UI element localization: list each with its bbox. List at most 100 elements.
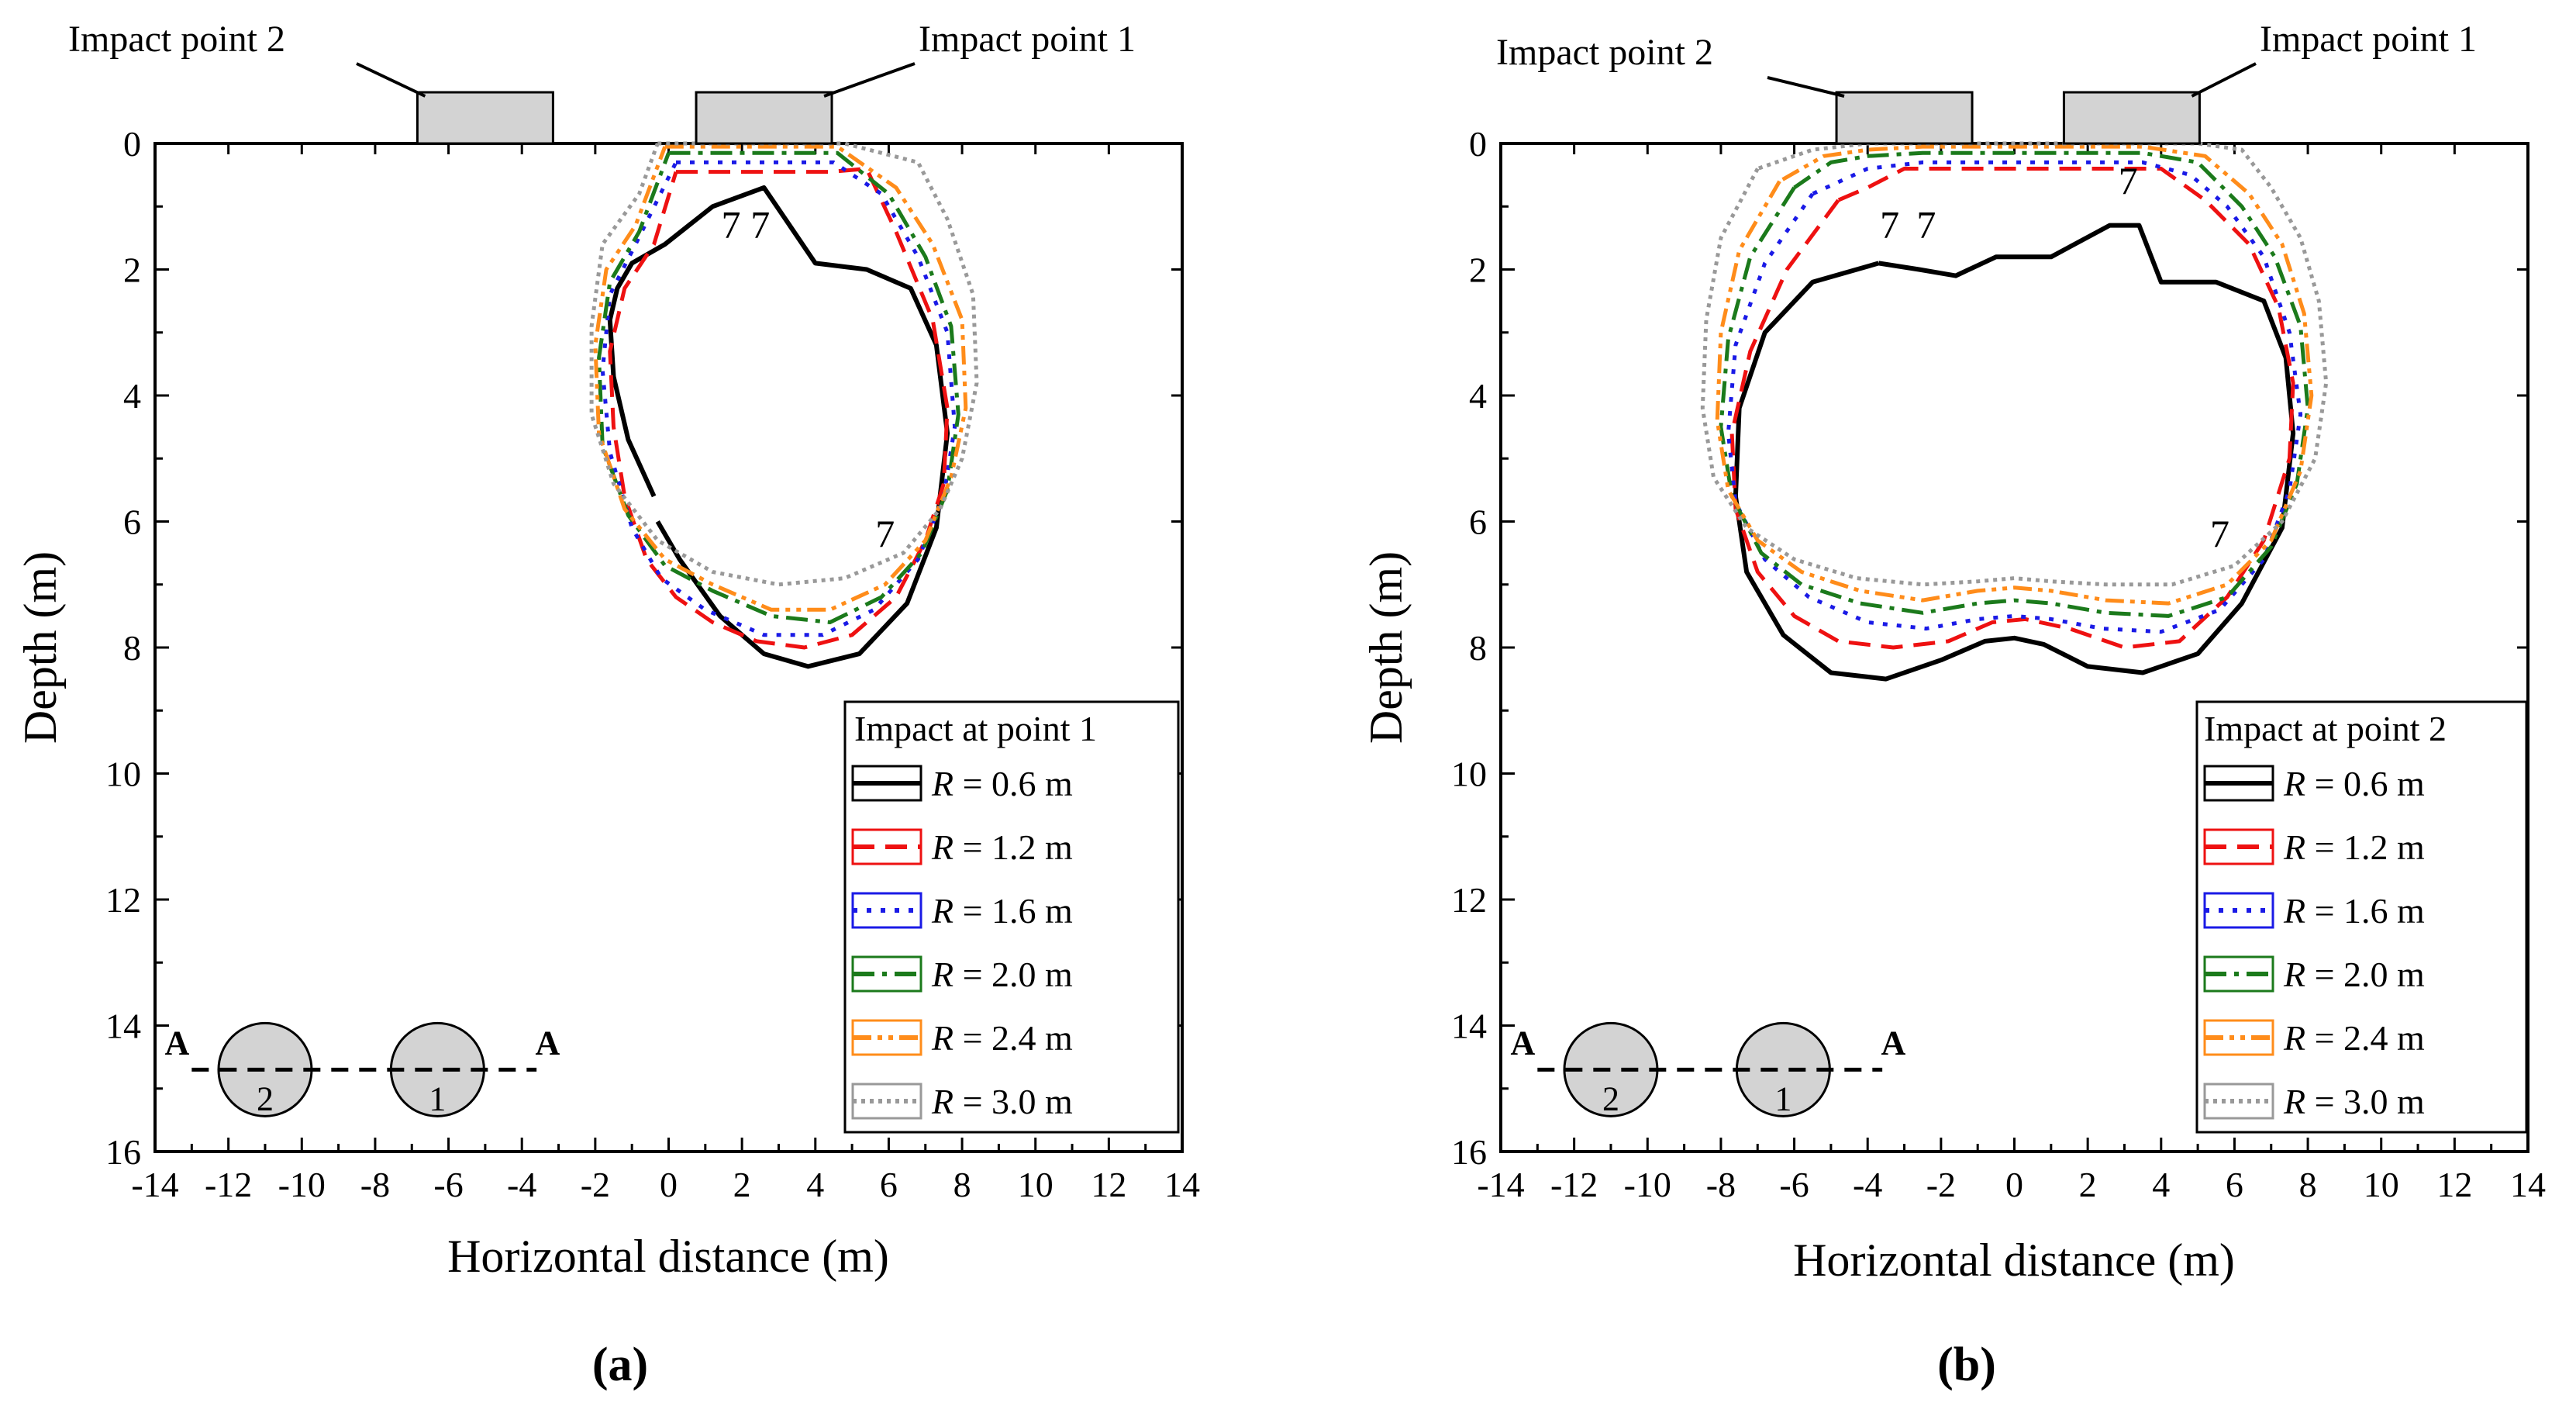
series-line-r24 [1715, 144, 2314, 606]
panel-b: -14 -12 -10 -8 -6 -4 -2 0 2 4 6 8 10 12 14024681012141… [1360, 19, 2546, 1391]
x-tick-label: 8 [953, 1165, 971, 1204]
legend-box [2195, 700, 2528, 1134]
y-tick-label: 0 [123, 124, 141, 164]
series-line-r24 [593, 144, 968, 612]
panel-label: (a) [592, 1338, 648, 1391]
legend-label: R = 0.6 m [931, 764, 1073, 803]
x-tick-label: -4 [1853, 1165, 1882, 1204]
y-tick-label: 14 [1451, 1007, 1487, 1046]
y-axis-label: Depth (m) [15, 551, 66, 744]
y-tick-label: 2 [123, 250, 141, 290]
impact-blocks [1767, 62, 2257, 145]
tunnel-1-label: 1 [1774, 1079, 1791, 1117]
legend-box [843, 700, 1180, 1134]
contour-value-label: 7 [2119, 159, 2138, 202]
legend-entries: R = 0.6 m R = 1.2 m R = 1.6 m R = 2.0 m R = … [851, 764, 1073, 1121]
x-tick-label: -10 [278, 1165, 326, 1204]
x-tick-label: 8 [2299, 1165, 2317, 1204]
contour-value-label: 7 [875, 512, 895, 555]
x-tick-label: 6 [880, 1165, 898, 1204]
x-tick-label: 10 [2364, 1165, 2399, 1204]
x-tick-label: 12 [1091, 1165, 1126, 1204]
x-tick-label: 2 [733, 1165, 751, 1204]
impact-point-2-label: Impact point 2 [68, 19, 285, 60]
impact-point-2-label: Impact point 2 [1496, 32, 1713, 73]
series-line-r20 [1719, 150, 2310, 618]
y-axis-label: Depth (m) [1360, 551, 1412, 744]
series-line-r20 [597, 150, 960, 624]
impact-block-1 [695, 91, 833, 145]
y-tick-label: 4 [1469, 376, 1487, 416]
x-tick-label: 10 [1018, 1165, 1054, 1204]
x-tick-label: -8 [1706, 1165, 1736, 1204]
impact-blocks [356, 62, 916, 145]
legend-label: R = 2.0 m [931, 955, 1073, 994]
x-tick-label: 2 [2079, 1165, 2097, 1204]
legend-label: R = 2.0 m [2283, 955, 2425, 994]
y-tick-label: 4 [123, 376, 141, 416]
legend-label: R = 1.6 m [2283, 891, 2425, 931]
contour-value-label: 7 [721, 203, 740, 247]
series-line-r06 [1733, 223, 2296, 682]
x-tick-label: -14 [131, 1165, 178, 1204]
y-tick-label: 10 [1451, 755, 1487, 794]
axis-ticks: -14 -12 -10 -8 -6 -4 -2 0 2 4 6 8 10 12 14024681012141… [105, 124, 1200, 1204]
contour-value-label: 7 [1916, 203, 1936, 247]
x-tick-label: 0 [660, 1165, 678, 1204]
x-axis-label: Horizontal distance (m) [1793, 1235, 2235, 1286]
x-tick-label: 4 [806, 1165, 824, 1204]
y-tick-label: 8 [123, 628, 141, 668]
legend-entries: R = 0.6 m R = 1.2 m R = 1.6 m R = 2.0 m R = … [2203, 764, 2425, 1121]
x-tick-label: -12 [1550, 1165, 1598, 1204]
y-tick-label: 6 [1469, 503, 1487, 542]
leader-line-1 [2191, 62, 2257, 98]
contour-value-label: 7 [1880, 203, 1899, 247]
legend-title: Impact at point 1 [854, 709, 1097, 748]
leader-line-2 [1767, 76, 1845, 98]
legend-label: R = 3.0 m [2283, 1082, 2425, 1121]
y-tick-label: 8 [1469, 628, 1487, 668]
legend-label: R = 3.0 m [931, 1082, 1073, 1121]
x-tick-label: 4 [2152, 1165, 2170, 1204]
legend-label: R = 0.6 m [2283, 764, 2425, 803]
y-tick-label: 2 [1469, 250, 1487, 290]
y-tick-label: 12 [1451, 880, 1487, 920]
x-tick-label: -10 [1624, 1165, 1671, 1204]
legend-title: Impact at point 2 [2204, 709, 2447, 748]
impact-block-2 [1835, 91, 1974, 145]
y-tick-label: 0 [1469, 124, 1487, 164]
x-axis-label: Horizontal distance (m) [447, 1231, 889, 1282]
tunnels: 2 1 A A [1511, 1021, 1905, 1117]
x-tick-label: 12 [2436, 1165, 2472, 1204]
series-line-r12 [1729, 167, 2295, 650]
section-label-right: A [535, 1024, 560, 1062]
contour-value-label: 7 [750, 203, 770, 247]
contour-value-label: 7 [2210, 512, 2229, 555]
x-tick-label: 14 [2510, 1165, 2546, 1204]
x-tick-label: -2 [1926, 1165, 1956, 1204]
legend-label: R = 2.4 m [931, 1018, 1073, 1058]
section-label-left: A [165, 1024, 190, 1062]
x-tick-label: -14 [1477, 1165, 1524, 1204]
x-tick-label: 6 [2226, 1165, 2243, 1204]
series-group: 7 777 [1700, 141, 2329, 682]
x-tick-label: 0 [2005, 1165, 2023, 1204]
legend-label: R = 1.2 m [2283, 827, 2425, 867]
tunnel-2-label: 2 [1602, 1079, 1619, 1117]
y-tick-label: 12 [105, 880, 141, 920]
impact-point-1-label: Impact point 1 [2260, 19, 2477, 60]
leader-line-2 [356, 62, 426, 98]
tunnels: 2 1 A A [165, 1021, 560, 1117]
axis-ticks: -14 -12 -10 -8 -6 -4 -2 0 2 4 6 8 10 12 14024681012141… [1451, 124, 2546, 1204]
x-tick-label: -4 [507, 1165, 536, 1204]
leader-line-1 [823, 62, 916, 98]
series-line-r12 [608, 167, 950, 650]
tunnel-2-label: 2 [257, 1079, 274, 1117]
impact-block-2 [416, 91, 554, 145]
panel-label: (b) [1937, 1338, 1996, 1391]
x-tick-label: -12 [205, 1165, 252, 1204]
series-line-r30 [589, 141, 979, 587]
x-tick-label: -6 [433, 1165, 463, 1204]
x-tick-label: -6 [1779, 1165, 1809, 1204]
